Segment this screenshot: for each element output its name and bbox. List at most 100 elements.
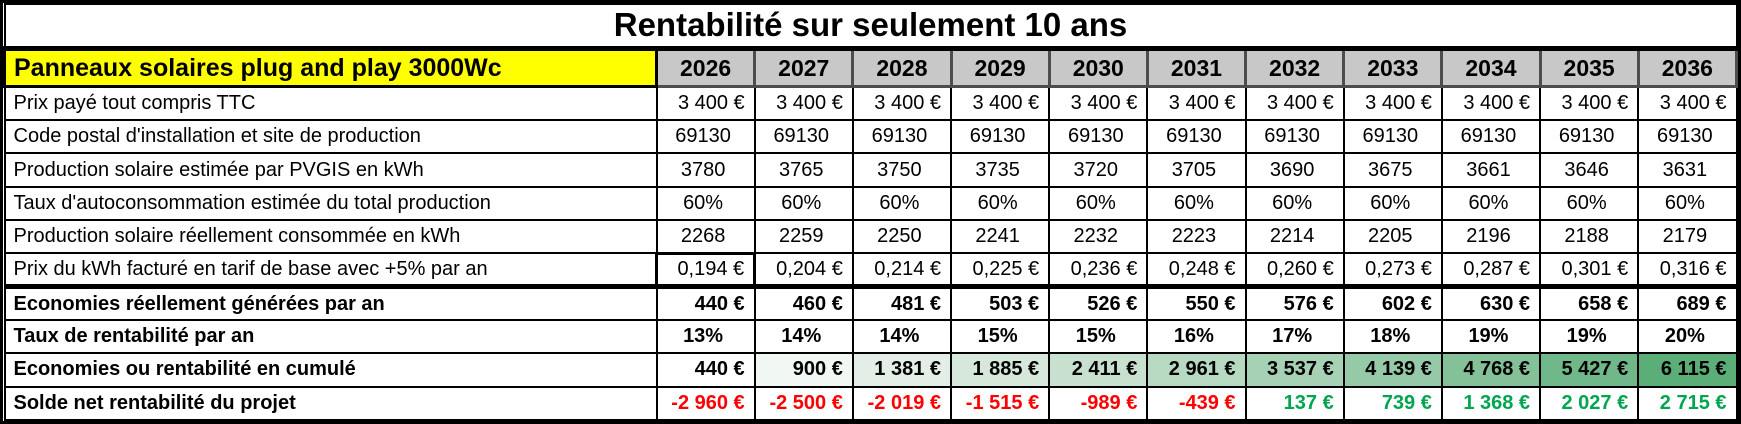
year-header-2031[interactable]: 2031 xyxy=(1145,46,1248,89)
cell[interactable]: 0,214 € xyxy=(851,252,953,288)
cell[interactable]: 3 400 € xyxy=(1146,85,1247,122)
cell[interactable]: 137 € xyxy=(1244,385,1345,422)
row-label[interactable]: Production solaire estimée par PVGIS en … xyxy=(3,152,658,188)
cell[interactable]: 60% xyxy=(1440,185,1542,222)
cell[interactable]: 2 027 € xyxy=(1539,385,1640,422)
cell[interactable]: 3 400 € xyxy=(1637,85,1738,122)
corner-product-label[interactable]: Panneaux solaires plug and play 3000Wc xyxy=(3,46,658,89)
year-header-2027[interactable]: 2027 xyxy=(753,46,855,89)
cell[interactable]: 18% xyxy=(1342,318,1443,355)
cell[interactable]: 3 400 € xyxy=(950,85,1051,122)
cell[interactable]: 526 € xyxy=(1048,284,1149,321)
cell[interactable]: 2205 xyxy=(1342,219,1443,255)
cell[interactable]: 3750 xyxy=(851,152,953,188)
cell[interactable]: 2232 xyxy=(1048,219,1149,255)
cell[interactable]: 4 768 € xyxy=(1440,352,1542,388)
cell[interactable]: 60% xyxy=(655,185,756,222)
cell[interactable]: 2268 xyxy=(655,219,756,255)
cell[interactable]: 0,204 € xyxy=(753,252,854,288)
cell[interactable]: 2214 xyxy=(1244,219,1345,255)
year-header-2029[interactable]: 2029 xyxy=(949,46,1051,89)
row-label[interactable]: Taux de rentabilité par an xyxy=(3,318,658,355)
cell[interactable]: 3 400 € xyxy=(851,85,953,122)
cell[interactable]: 19% xyxy=(1440,318,1542,355)
cell[interactable]: 6 115 € xyxy=(1637,352,1738,388)
cell[interactable]: 20% xyxy=(1637,318,1738,355)
row-label[interactable]: Economies réellement générées par an xyxy=(3,284,658,321)
cell[interactable]: 3765 xyxy=(753,152,854,188)
cell[interactable]: 602 € xyxy=(1342,284,1443,321)
cell[interactable]: 0,316 € xyxy=(1637,252,1738,288)
cell[interactable]: 3 400 € xyxy=(1539,85,1640,122)
cell[interactable]: 1 885 € xyxy=(950,352,1051,388)
cell[interactable]: 3780 xyxy=(655,152,756,188)
cell[interactable]: 69130 xyxy=(1146,119,1247,155)
cell[interactable]: 60% xyxy=(1637,185,1738,222)
cell[interactable]: 69130 xyxy=(1539,119,1640,155)
cell[interactable]: 3 400 € xyxy=(1048,85,1149,122)
year-header-2028[interactable]: 2028 xyxy=(851,46,953,89)
cell[interactable]: 3 400 € xyxy=(753,85,854,122)
cell[interactable]: 3 400 € xyxy=(1440,85,1542,122)
cell[interactable]: 3631 xyxy=(1637,152,1738,188)
cell[interactable]: 3 400 € xyxy=(1342,85,1443,122)
cell[interactable]: 0,301 € xyxy=(1539,252,1640,288)
row-label[interactable]: Prix du kWh facturé en tarif de base ave… xyxy=(3,252,658,288)
cell[interactable]: 630 € xyxy=(1440,284,1542,321)
cell[interactable]: 3675 xyxy=(1342,152,1443,188)
cell[interactable]: 69130 xyxy=(950,119,1051,155)
cell[interactable]: 69130 xyxy=(851,119,953,155)
year-header-2026[interactable]: 2026 xyxy=(654,46,757,89)
cell[interactable]: 2223 xyxy=(1146,219,1247,255)
row-label[interactable]: Production solaire réellement consommée … xyxy=(3,219,658,255)
cell[interactable]: -439 € xyxy=(1146,385,1247,422)
cell[interactable]: 0,225 € xyxy=(950,252,1051,288)
cell[interactable]: 1 368 € xyxy=(1440,385,1542,422)
cell[interactable]: 2259 xyxy=(753,219,854,255)
cell[interactable]: 3 400 € xyxy=(1244,85,1345,122)
cell[interactable]: 60% xyxy=(1539,185,1640,222)
year-header-2032[interactable]: 2032 xyxy=(1244,46,1346,89)
cell[interactable]: 689 € xyxy=(1637,284,1738,321)
cell[interactable]: 739 € xyxy=(1342,385,1443,422)
cell[interactable]: 69130 xyxy=(1342,119,1443,155)
cell[interactable]: 2196 xyxy=(1440,219,1542,255)
cell[interactable]: 5 427 € xyxy=(1539,352,1640,388)
year-header-2033[interactable]: 2033 xyxy=(1342,46,1444,89)
cell[interactable]: 3661 xyxy=(1440,152,1542,188)
cell[interactable]: 60% xyxy=(1048,185,1149,222)
cell[interactable]: -989 € xyxy=(1048,385,1149,422)
cell[interactable]: 16% xyxy=(1146,318,1247,355)
row-label[interactable]: Taux d'autoconsommation estimée du total… xyxy=(3,185,658,222)
cell[interactable]: 69130 xyxy=(1048,119,1149,155)
cell[interactable]: 576 € xyxy=(1244,284,1345,321)
cell[interactable]: 2 961 € xyxy=(1146,352,1247,388)
cell[interactable]: 69130 xyxy=(1637,119,1738,155)
row-label[interactable]: Code postal d'installation et site de pr… xyxy=(3,119,658,155)
cell[interactable]: 0,273 € xyxy=(1342,252,1443,288)
cell[interactable]: 69130 xyxy=(1244,119,1345,155)
cell[interactable]: 550 € xyxy=(1146,284,1247,321)
cell[interactable]: 3705 xyxy=(1146,152,1247,188)
cell[interactable]: 900 € xyxy=(753,352,854,388)
cell[interactable]: 460 € xyxy=(753,284,854,321)
cell[interactable]: 2188 xyxy=(1539,219,1640,255)
cell[interactable]: 17% xyxy=(1244,318,1345,355)
cell[interactable]: 69130 xyxy=(753,119,854,155)
year-header-2030[interactable]: 2030 xyxy=(1047,46,1149,89)
cell[interactable]: 2 715 € xyxy=(1637,385,1738,422)
row-label[interactable]: Prix payé tout compris TTC xyxy=(3,85,658,122)
cell[interactable]: 0,248 € xyxy=(1146,252,1247,288)
cell[interactable]: -2 019 € xyxy=(851,385,953,422)
cell[interactable]: 0,260 € xyxy=(1244,252,1345,288)
cell[interactable]: 3690 xyxy=(1244,152,1345,188)
cell[interactable]: 2241 xyxy=(950,219,1051,255)
cell[interactable]: 3735 xyxy=(950,152,1051,188)
cell[interactable]: 3 537 € xyxy=(1244,352,1345,388)
cell[interactable]: 0,236 € xyxy=(1048,252,1149,288)
cell[interactable]: 15% xyxy=(1048,318,1149,355)
cell[interactable]: -1 515 € xyxy=(950,385,1051,422)
cell[interactable]: 69130 xyxy=(1440,119,1542,155)
year-header-2036[interactable]: 2036 xyxy=(1636,46,1739,89)
year-header-2034[interactable]: 2034 xyxy=(1440,46,1542,89)
